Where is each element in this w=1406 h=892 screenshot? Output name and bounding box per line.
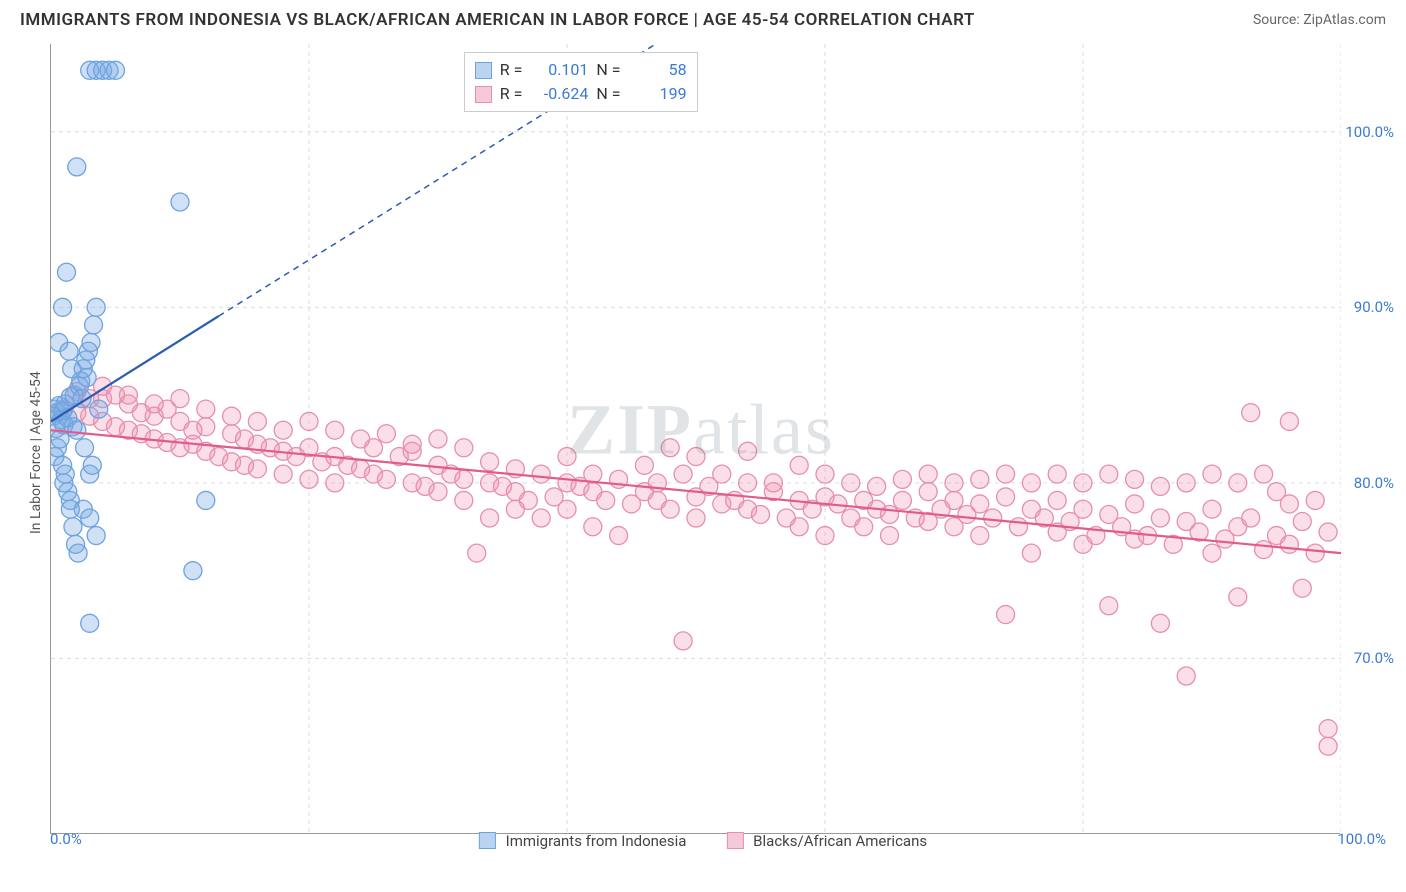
y-axis-tick-label: 90.0%: [1354, 298, 1394, 316]
legend-item-b: Blacks/African Americans: [726, 832, 927, 850]
stat-r-value-a: 0.101: [530, 58, 588, 82]
legend-bottom: Immigrants from Indonesia Blacks/African…: [479, 832, 927, 850]
plot-svg: [51, 44, 1341, 834]
y-axis-tick-label: 80.0%: [1354, 474, 1394, 492]
title-row: IMMIGRANTS FROM INDONESIA VS BLACK/AFRIC…: [0, 0, 1406, 34]
stat-n-label: N =: [596, 58, 620, 82]
stat-n-label: N =: [596, 82, 620, 106]
x-axis-tick-max: 100.0%: [1337, 830, 1386, 848]
legend-item-a: Immigrants from Indonesia: [479, 832, 687, 850]
y-axis-tick-label: 100.0%: [1345, 123, 1394, 141]
y-axis-tick-label: 70.0%: [1354, 649, 1394, 667]
stat-r-value-b: -0.624: [530, 82, 588, 106]
swatch-series-a: [475, 62, 492, 79]
source-label: Source: ZipAtlas.com: [1253, 12, 1386, 28]
swatch-series-b: [475, 86, 492, 103]
y-axis-label: In Labor Force | Age 45-54: [28, 371, 44, 534]
stat-row-series-b: R = -0.624 N = 199: [475, 82, 687, 106]
stat-r-label: R =: [500, 58, 523, 82]
chart-title: IMMIGRANTS FROM INDONESIA VS BLACK/AFRIC…: [20, 10, 975, 30]
swatch-series-a: [479, 832, 496, 849]
legend-label-b: Blacks/African Americans: [753, 832, 927, 850]
plot-area: ZIPatlas R = 0.101 N = 58 R = -0.624 N =…: [50, 44, 1340, 834]
stats-legend-box: R = 0.101 N = 58 R = -0.624 N = 199: [464, 52, 698, 112]
x-axis-tick-min: 0.0%: [50, 830, 82, 848]
stat-n-value-b: 199: [629, 82, 687, 106]
stat-r-label: R =: [500, 82, 523, 106]
stat-row-series-a: R = 0.101 N = 58: [475, 58, 687, 82]
stat-n-value-a: 58: [629, 58, 687, 82]
chart-area: ZIPatlas R = 0.101 N = 58 R = -0.624 N =…: [0, 34, 1406, 854]
legend-label-a: Immigrants from Indonesia: [506, 832, 687, 850]
swatch-series-b: [726, 832, 743, 849]
